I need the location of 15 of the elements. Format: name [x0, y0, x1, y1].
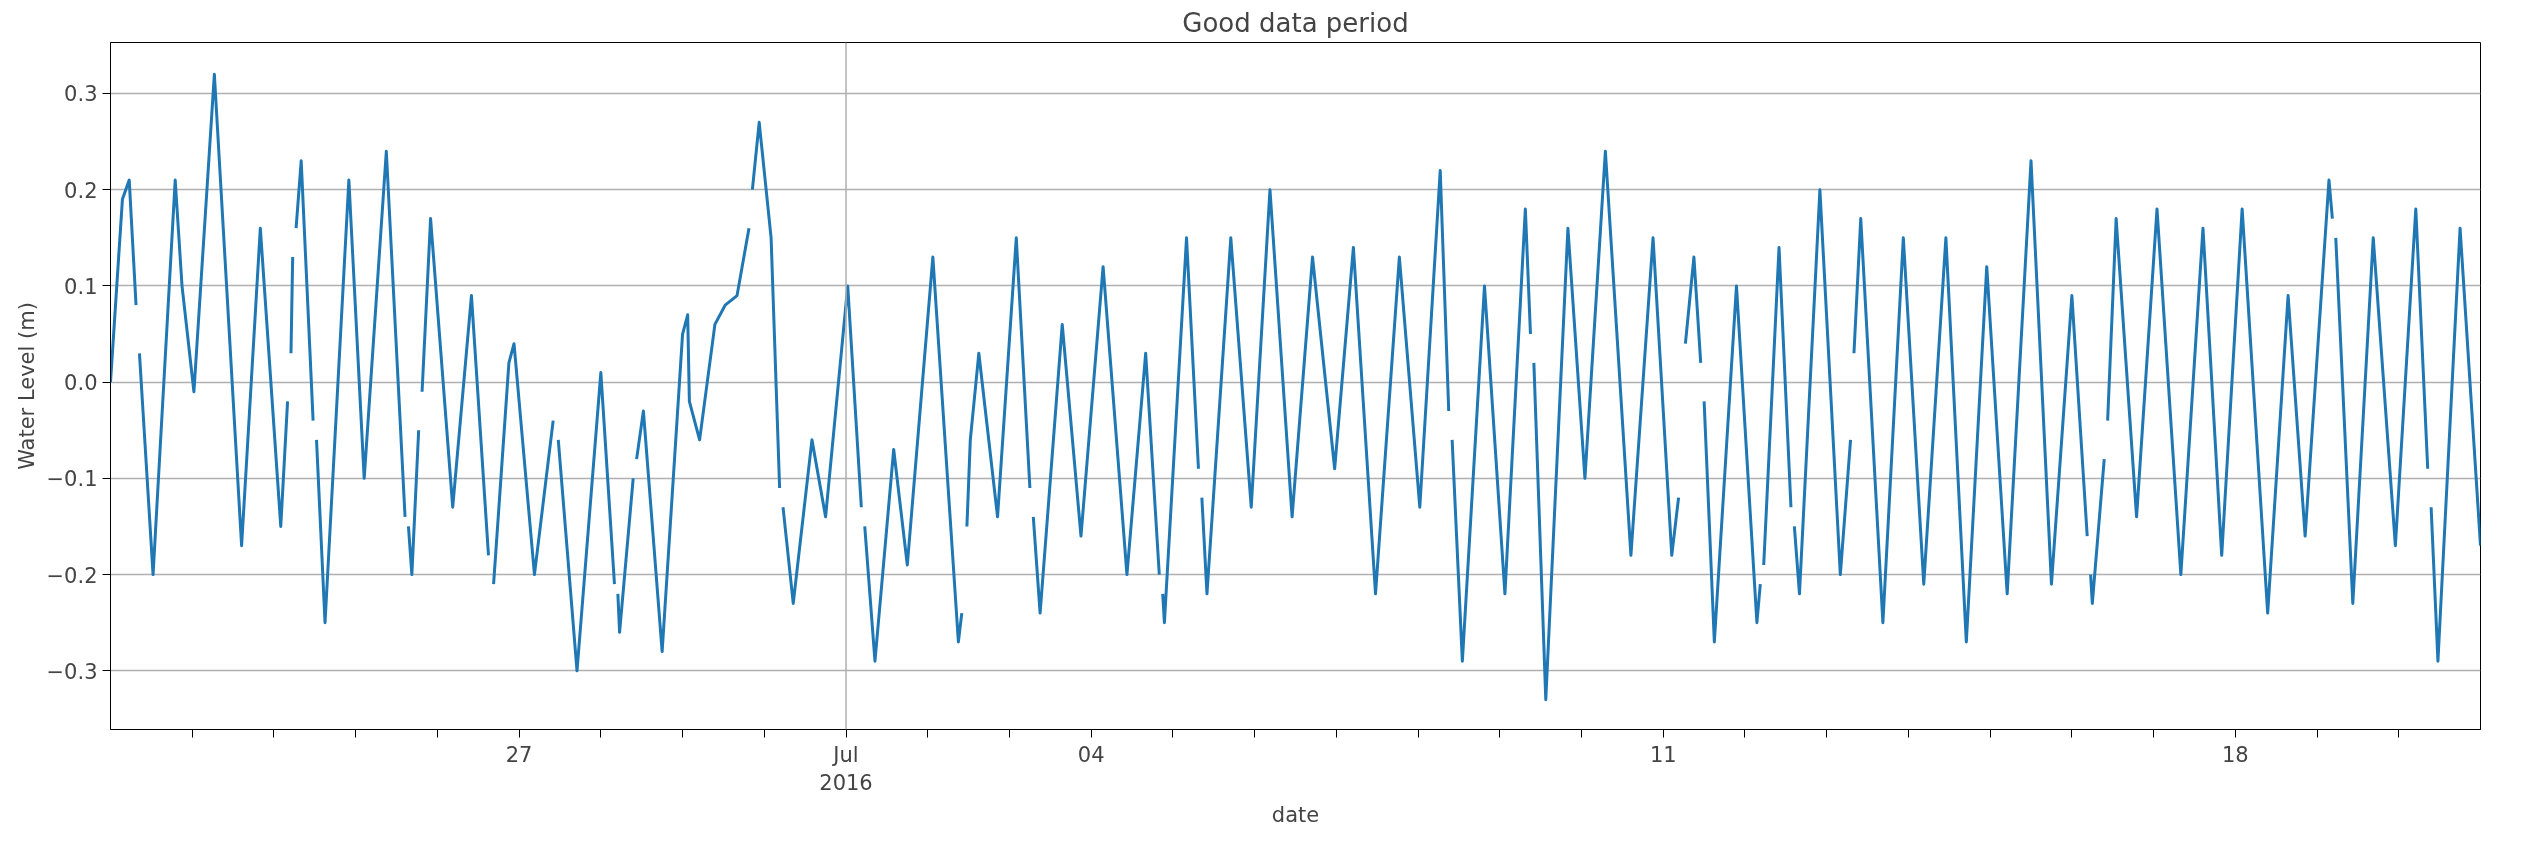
- y-tick-label: 0.3: [64, 82, 98, 107]
- y-tick-label: 0.1: [64, 274, 98, 299]
- y-tick-label: −0.2: [46, 563, 98, 588]
- x-tick-label: Jul 2016: [819, 742, 873, 796]
- x-tick-label: 18: [2221, 742, 2249, 767]
- chart-title: Good data period: [1182, 7, 1409, 38]
- x-tick-label: 27: [505, 742, 533, 767]
- x-tick-label: 04: [1077, 742, 1105, 767]
- x-tick-label: 11: [1649, 742, 1677, 767]
- x-axis-title: date: [1271, 803, 1320, 828]
- y-tick-label: 0.0: [64, 371, 98, 396]
- y-tick-label: −0.1: [46, 467, 98, 492]
- y-axis-title: Water Level (m): [14, 302, 39, 470]
- y-tick-label: 0.2: [64, 178, 98, 203]
- y-tick-label: −0.3: [46, 659, 98, 684]
